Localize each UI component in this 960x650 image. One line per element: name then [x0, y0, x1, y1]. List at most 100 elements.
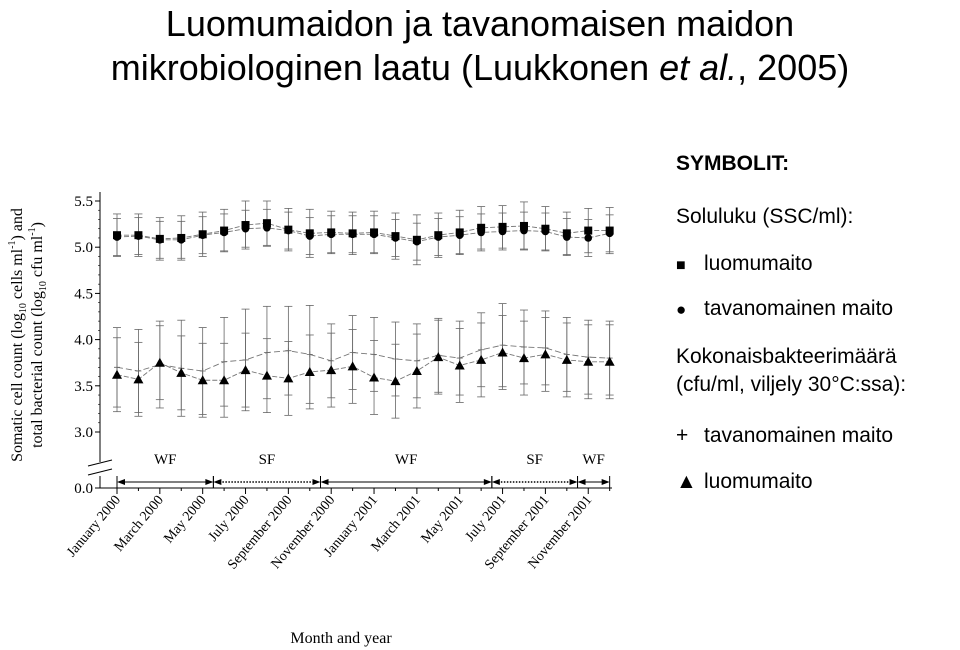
- data-point-plus: [349, 349, 356, 356]
- data-point-triangle: [411, 366, 422, 376]
- y-axis-label-line-1: Somatic cell count (log10 cells ml-1) an…: [7, 208, 29, 462]
- data-point-triangle: [326, 365, 337, 375]
- data-point-circle: [177, 236, 186, 244]
- data-point-circle: [348, 230, 357, 239]
- data-point-circle: [327, 230, 336, 239]
- legend-heading: SYMBOLIT:: [676, 152, 790, 175]
- data-point-plus: [306, 351, 313, 358]
- data-point-circle: [134, 232, 143, 240]
- data-point-plus: [242, 356, 249, 363]
- legend-item-label: luomumaito: [704, 252, 813, 275]
- data-point-circle: [413, 237, 421, 246]
- legend-item-label: tavanomainen maito: [704, 297, 894, 320]
- axis-break-mark: [87, 459, 113, 467]
- data-point-plus: [221, 358, 228, 365]
- legend-item-label: luomumaito: [704, 470, 813, 493]
- data-point-plus: [263, 349, 270, 356]
- data-point-square: [498, 222, 507, 231]
- data-point-triangle: [261, 370, 272, 380]
- x-tick-label: May 2000: [162, 493, 210, 546]
- data-point-triangle: [133, 374, 144, 384]
- y-tick-label: 5.5: [74, 194, 93, 210]
- title-line-2: mikrobiologinen laatu (Luukkonen et al.,…: [0, 46, 960, 90]
- data-point-circle: [370, 230, 378, 239]
- season-periods: WF SF WF SF WF: [116, 452, 611, 488]
- series-lines: [116, 222, 610, 382]
- data-point-circle: [198, 231, 207, 239]
- x-tick-label: July 2001: [463, 493, 510, 545]
- data-point-triangle: [433, 352, 444, 362]
- data-point-plus: [328, 357, 335, 364]
- arrowhead: [577, 479, 586, 485]
- y-tick-label: 4.5: [74, 286, 93, 302]
- data-point-circle: [477, 228, 485, 237]
- title-line-1: Luomumaidon ja tavanomaisen maidon: [165, 3, 795, 44]
- data-point-triangle: [369, 372, 380, 382]
- data-point-circle: [605, 229, 614, 238]
- data-point-triangle: [583, 356, 594, 366]
- y-tick-label: 3.0: [74, 425, 93, 441]
- arrowhead: [320, 479, 329, 485]
- data-point-triangle: [197, 375, 208, 385]
- data-point-circle: [241, 224, 250, 233]
- data-point-triangle: [604, 356, 615, 366]
- triangle-icon: ▲: [676, 470, 697, 493]
- series-markers: [112, 219, 615, 386]
- data-point-circle: [498, 227, 507, 236]
- circle-icon: ●: [676, 300, 687, 319]
- y-axis-label-line-2: total bacterial count (log10 cfu ml-1): [27, 222, 49, 448]
- data-point-square: [584, 226, 593, 235]
- data-point-triangle: [497, 347, 508, 357]
- legend-item-tbc-organic: ▲ luomumaito: [676, 470, 813, 494]
- legend-tbc-heading-line-2: (cfu/ml, viljely 30°C:ssa):: [676, 373, 907, 396]
- legend-item-ssc-organic: ■ luomumaito: [676, 252, 813, 276]
- data-point-triangle: [540, 349, 551, 359]
- legend-item-label: tavanomainen maito: [704, 424, 894, 447]
- data-point-plus: [371, 351, 378, 358]
- y-tick-label: 3.5: [74, 379, 93, 395]
- arrowhead: [117, 479, 125, 485]
- data-point-triangle: [561, 354, 572, 364]
- data-point-triangle: [240, 365, 251, 375]
- data-point-plus: [392, 356, 399, 363]
- data-point-triangle: [518, 353, 529, 363]
- title-line-2-suffix: , 2005): [737, 47, 850, 88]
- page-title: Luomumaidon ja tavanomaisen maidon mikro…: [0, 2, 960, 90]
- series-line: [116, 344, 610, 372]
- plus-icon: +: [676, 424, 689, 447]
- data-point-plus: [413, 357, 420, 364]
- data-point-triangle: [176, 367, 187, 377]
- y-tick-label: 4.0: [74, 333, 93, 349]
- data-point-plus: [456, 355, 463, 362]
- legend-item-tbc-conventional: + tavanomainen maito: [676, 424, 893, 448]
- data-point-plus: [135, 368, 142, 375]
- data-point-plus: [478, 346, 485, 353]
- arrowhead: [601, 479, 610, 485]
- data-point-triangle: [283, 373, 294, 383]
- data-point-triangle: [476, 354, 487, 364]
- arrowhead: [491, 479, 500, 485]
- arrowhead: [205, 479, 214, 485]
- data-point-plus: [499, 342, 506, 349]
- data-point-triangle: [219, 375, 230, 385]
- x-tick-label: May 2001: [419, 493, 467, 546]
- data-point-plus: [520, 343, 527, 350]
- data-point-circle: [263, 223, 271, 232]
- arrowhead: [569, 479, 578, 485]
- data-point-triangle: [304, 366, 315, 376]
- data-point-plus: [199, 368, 206, 375]
- data-point-square: [477, 223, 486, 232]
- title-line-2-prefix: mikrobiologinen laatu (Luukkonen: [110, 47, 660, 88]
- title-line-2-italic: et al.: [659, 47, 738, 88]
- data-point-circle: [113, 233, 121, 241]
- data-point-circle: [520, 226, 528, 235]
- period-label: WF: [395, 452, 418, 468]
- arrowhead: [213, 479, 222, 485]
- legend-ssc-heading: Soluluku (SSC/ml):: [676, 205, 854, 228]
- square-icon: ■: [676, 257, 686, 274]
- data-point-plus: [114, 364, 120, 371]
- y-axis-label: Somatic cell count (log10 cells ml-1) an…: [7, 208, 49, 462]
- series-line: [116, 227, 610, 243]
- x-axis-label: Month and year: [290, 630, 392, 647]
